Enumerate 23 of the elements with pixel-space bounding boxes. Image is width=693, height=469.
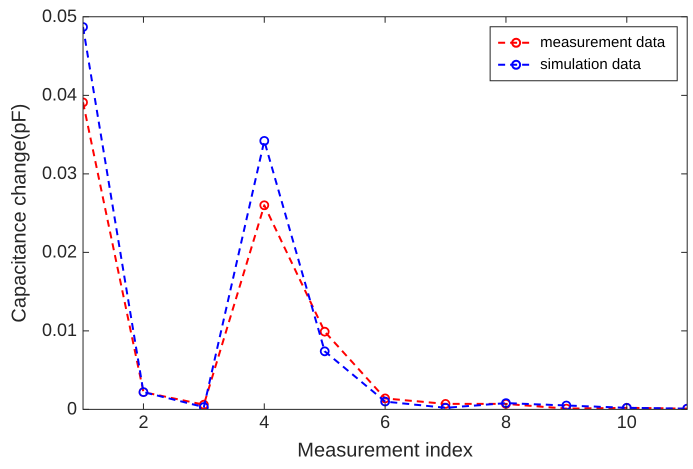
y-tick-label: 0 [67, 398, 78, 418]
point [259, 200, 270, 210]
point [380, 394, 390, 404]
point [259, 136, 270, 146]
legend-label: measurement data [540, 34, 666, 51]
point [380, 396, 390, 406]
point [320, 346, 330, 356]
y-tick-label: 0.04 [42, 84, 78, 104]
point [320, 326, 330, 337]
y-tick-label: 0.03 [42, 162, 78, 183]
legend-label: simulation data [540, 56, 642, 73]
point [561, 400, 572, 410]
y-tick-label: 0.05 [42, 6, 78, 26]
x-tick-label: 10 [616, 412, 637, 432]
x-tick-label: 8 [500, 412, 511, 432]
y-axis-title: Capacitance change(pF) [8, 104, 31, 323]
x-axis-title: Measurement index [297, 440, 473, 462]
y-tick-label: 0.02 [42, 241, 78, 262]
y-tick-label: 0.01 [42, 320, 78, 340]
x-tick-label: 2 [138, 412, 148, 432]
x-tick-label: 6 [380, 412, 390, 432]
x-tick-label: 4 [259, 412, 270, 432]
point [440, 399, 450, 409]
